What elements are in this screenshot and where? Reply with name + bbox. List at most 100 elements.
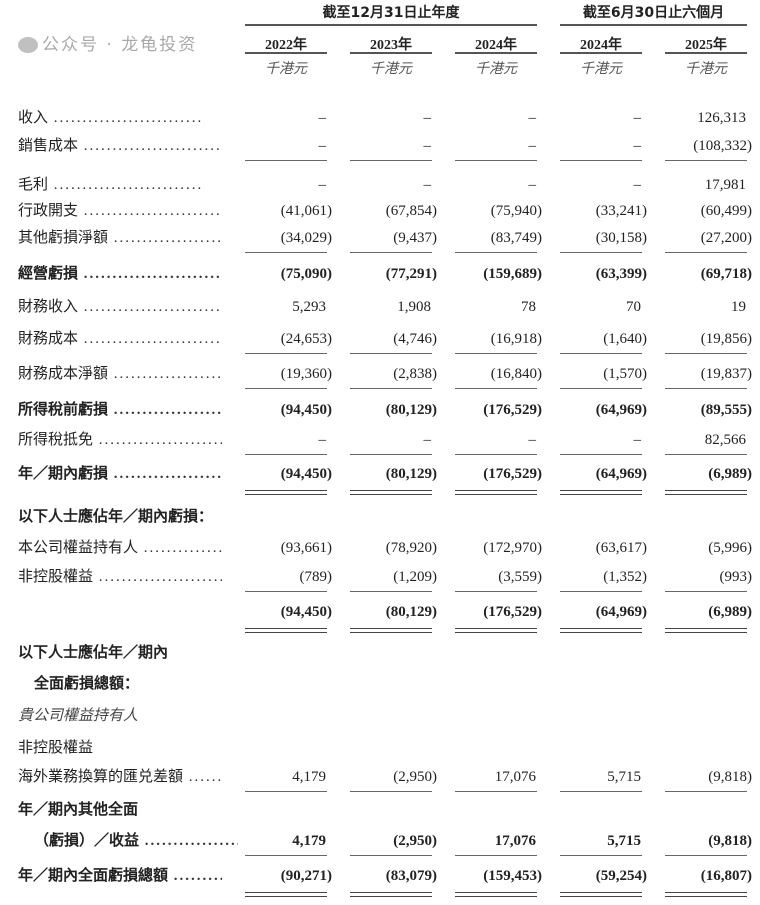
cell-value: 70	[626, 299, 641, 315]
cell-value: (89,555)	[700, 402, 752, 418]
cell-value: 17,076	[494, 769, 536, 785]
cell-value: (3,559)	[498, 569, 542, 585]
cell-value: (1,570)	[603, 366, 647, 382]
cell-value: (1,640)	[603, 331, 647, 347]
dot-leader: ..........................	[78, 138, 222, 154]
row-label: 非控股權益 ..........................	[18, 567, 222, 587]
cell-value: (63,617)	[595, 540, 647, 556]
dot-leader: ..........................	[113, 466, 222, 482]
cell-value: (19,837)	[700, 366, 752, 382]
cell-value: (80,129)	[385, 466, 437, 482]
cell-value: (64,969)	[595, 604, 647, 620]
row-label: 非控股權益	[18, 740, 94, 756]
subtotal-rule	[665, 791, 747, 792]
row-label: 財務成本 ..........................	[18, 329, 222, 349]
cell-value: (80,129)	[385, 402, 437, 418]
subtotal-rule	[350, 454, 432, 455]
subtotal-rule	[455, 855, 537, 856]
table-row: 本公司權益持有人 .......................... (93,6…	[0, 538, 760, 558]
subtotal-rule	[350, 388, 432, 389]
cell-value: (93,661)	[280, 540, 332, 556]
cell-value: –	[318, 138, 327, 154]
subtotal-rule	[665, 454, 747, 455]
table-row: 以下人士應佔年／期內虧損：	[0, 507, 760, 527]
table-row: 年／期內全面虧損總額 .......................... (90…	[0, 866, 760, 886]
cell-value: (24,653)	[280, 331, 332, 347]
cell-value: (993)	[719, 569, 753, 585]
cell-value: 78	[521, 299, 536, 315]
subtotal-rule	[245, 454, 327, 455]
cell-value: 4,179	[292, 833, 326, 849]
cell-value: –	[318, 177, 327, 193]
subtotal-rule	[665, 855, 747, 856]
subtotal-rule	[350, 252, 432, 253]
total-double-rule	[245, 892, 327, 897]
table-row: (94,450) (80,129) (176,529) (64,969) (6,989)	[0, 602, 760, 622]
dot-leader: ..........................	[78, 331, 222, 347]
dot-leader: ..........................	[78, 299, 222, 315]
dot-leader: ..........................	[98, 569, 222, 585]
cell-value: 5,715	[607, 769, 641, 785]
total-double-rule	[560, 628, 642, 633]
cell-value: (9,818)	[708, 769, 752, 785]
year-header: 2024年	[580, 38, 622, 53]
table-row: 非控股權益	[0, 738, 760, 758]
cell-value: (4,746)	[393, 331, 437, 347]
cell-value: (75,940)	[490, 203, 542, 219]
cell-value: (64,969)	[595, 402, 647, 418]
cell-value: (2,838)	[393, 366, 437, 382]
cell-value: (67,854)	[385, 203, 437, 219]
unit-label: 千港元	[265, 62, 307, 77]
cell-value: (172,970)	[483, 540, 542, 556]
table-row: （虧損）／收益 .......................... 4,179 (…	[0, 831, 760, 851]
subtotal-rule	[350, 591, 432, 592]
dot-leader: ..........................	[113, 366, 222, 382]
cell-value: (1,352)	[603, 569, 647, 585]
subtotal-rule	[350, 160, 432, 161]
cell-value: (59,254)	[595, 868, 647, 884]
dot-leader: ..........................	[48, 177, 204, 193]
subtotal-rule	[665, 388, 747, 389]
subtotal-rule	[245, 160, 327, 161]
total-double-rule	[350, 490, 432, 495]
subtotal-rule	[560, 791, 642, 792]
divider	[350, 52, 432, 54]
cell-value: (176,529)	[483, 402, 542, 418]
cell-value: (41,061)	[280, 203, 332, 219]
cell-value: (34,029)	[280, 230, 332, 246]
row-label: 全面虧損總額：	[34, 676, 140, 692]
total-double-rule	[350, 628, 432, 633]
cell-value: (64,969)	[595, 466, 647, 482]
subtotal-rule	[350, 791, 432, 792]
cell-value: (94,450)	[280, 604, 332, 620]
subtotal-rule	[560, 353, 642, 354]
cell-value: (789)	[299, 569, 333, 585]
cell-value: (19,856)	[700, 331, 752, 347]
cell-value: (159,453)	[483, 868, 542, 884]
total-double-rule	[245, 628, 327, 633]
subtotal-rule	[455, 454, 537, 455]
cell-value: (5,996)	[708, 540, 752, 556]
cell-value: –	[528, 177, 537, 193]
table-row: 財務成本 .......................... (24,653) (…	[0, 329, 760, 349]
cell-value: (16,918)	[490, 331, 542, 347]
cell-value: –	[528, 432, 537, 448]
cell-value: 17,981	[704, 177, 746, 193]
row-label: （虧損）／收益 ..........................	[34, 831, 238, 851]
cell-value: –	[528, 138, 537, 154]
dot-leader: ..........................	[113, 402, 222, 418]
cell-value: (108,332)	[693, 138, 752, 154]
cell-value: (94,450)	[280, 402, 332, 418]
cell-value: (2,950)	[393, 769, 437, 785]
row-label: 銷售成本 ..........................	[18, 136, 222, 156]
dot-leader: ..........................	[143, 540, 222, 556]
total-double-rule	[560, 892, 642, 897]
row-label: 其他虧損淨額 ..........................	[18, 228, 222, 248]
table-row: 收入 .......................... – – – – 126,313	[0, 108, 760, 128]
dot-leader: ..........................	[98, 432, 222, 448]
cell-value: (83,749)	[490, 230, 542, 246]
divider	[245, 52, 327, 54]
subtotal-rule	[455, 252, 537, 253]
total-double-rule	[665, 490, 747, 495]
row-label: 行政開支 ..........................	[18, 201, 222, 221]
